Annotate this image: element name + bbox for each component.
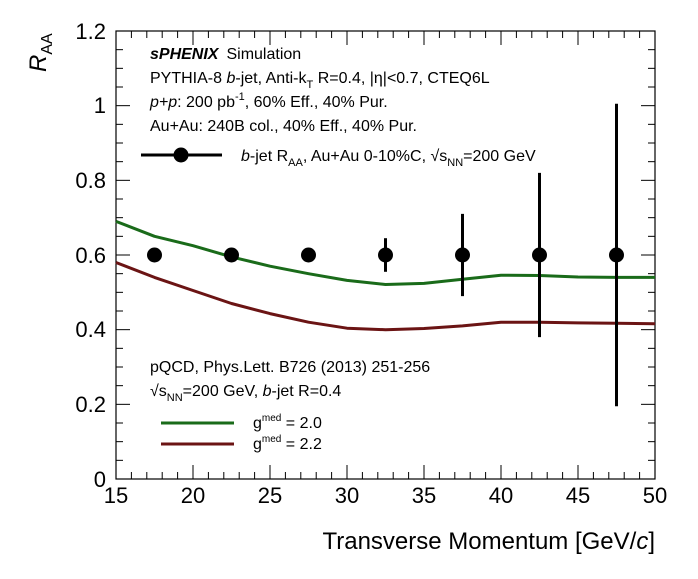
data-point	[378, 247, 393, 263]
theory-curves	[115, 220, 656, 332]
header-line-1: PYTHIA-8 b-jet, Anti-kT R=0.4, |η|<0.7, …	[150, 70, 490, 91]
theory-energy: √sNN=200 GeV, b-jet R=0.4	[150, 383, 341, 404]
header-line-2: p+p: 200 pb-1, 60% Eff., 40% Pur.	[149, 91, 388, 111]
data-point	[455, 247, 470, 263]
y-tick-label: 0	[94, 467, 106, 492]
y-axis-title: RAA	[25, 33, 56, 72]
y-tick-label: 0.8	[75, 168, 106, 193]
legend-theory: pQCD, Phys.Lett. B726 (2013) 251-256 √sN…	[150, 359, 430, 453]
y-tick-label: 0.2	[75, 392, 106, 417]
legend-data-label: b-jet RAA, Au+Au 0-10%C, √sNN=200 GeV	[241, 148, 536, 169]
theory-curve-g22	[115, 261, 656, 332]
x-tick-label: 30	[335, 483, 359, 508]
x-tick-label: 40	[489, 483, 513, 508]
x-tick-label: 20	[181, 483, 205, 508]
legend-g22-label: gmed = 2.2	[253, 434, 322, 453]
data-point	[224, 247, 239, 263]
x-tick-labels: 15 20 25 30 35 40 45 50	[104, 483, 667, 508]
x-tick-label: 50	[643, 483, 667, 508]
theory-reference: pQCD, Phys.Lett. B726 (2013) 251-256	[150, 359, 430, 376]
data-point	[609, 247, 624, 263]
brand-line: sPHENIX Simulation	[150, 46, 301, 63]
y-tick-label: 1.2	[75, 19, 106, 44]
y-tick-label: 0.4	[75, 317, 106, 342]
x-axis-title: Transverse Momentum [GeV/c]	[322, 528, 655, 555]
data-point	[147, 247, 162, 263]
data-point	[532, 247, 547, 263]
axis-ticks	[115, 30, 656, 480]
legend-g20-label: gmed = 2.0	[253, 413, 322, 432]
y-tick-label: 0.6	[75, 243, 106, 268]
legend-data-marker	[173, 147, 189, 163]
header-block: sPHENIX Simulation PYTHIA-8 b-jet, Anti-k…	[149, 46, 490, 135]
x-tick-label: 35	[412, 483, 436, 508]
theory-curve-g20	[115, 220, 655, 286]
data-point	[301, 247, 316, 263]
y-tick-label: 1	[94, 93, 106, 118]
x-tick-label: 45	[566, 483, 590, 508]
header-line-3: Au+Au: 240B col., 40% Eff., 40% Pur.	[150, 118, 417, 135]
legend-data-entry: b-jet RAA, Au+Au 0-10%C, √sNN=200 GeV	[141, 147, 536, 169]
data-points	[147, 103, 624, 407]
x-tick-label: 15	[104, 483, 128, 508]
x-tick-label: 25	[258, 483, 282, 508]
y-tick-labels: 0 0.2 0.4 0.6 0.8 1 1.2	[75, 19, 106, 492]
